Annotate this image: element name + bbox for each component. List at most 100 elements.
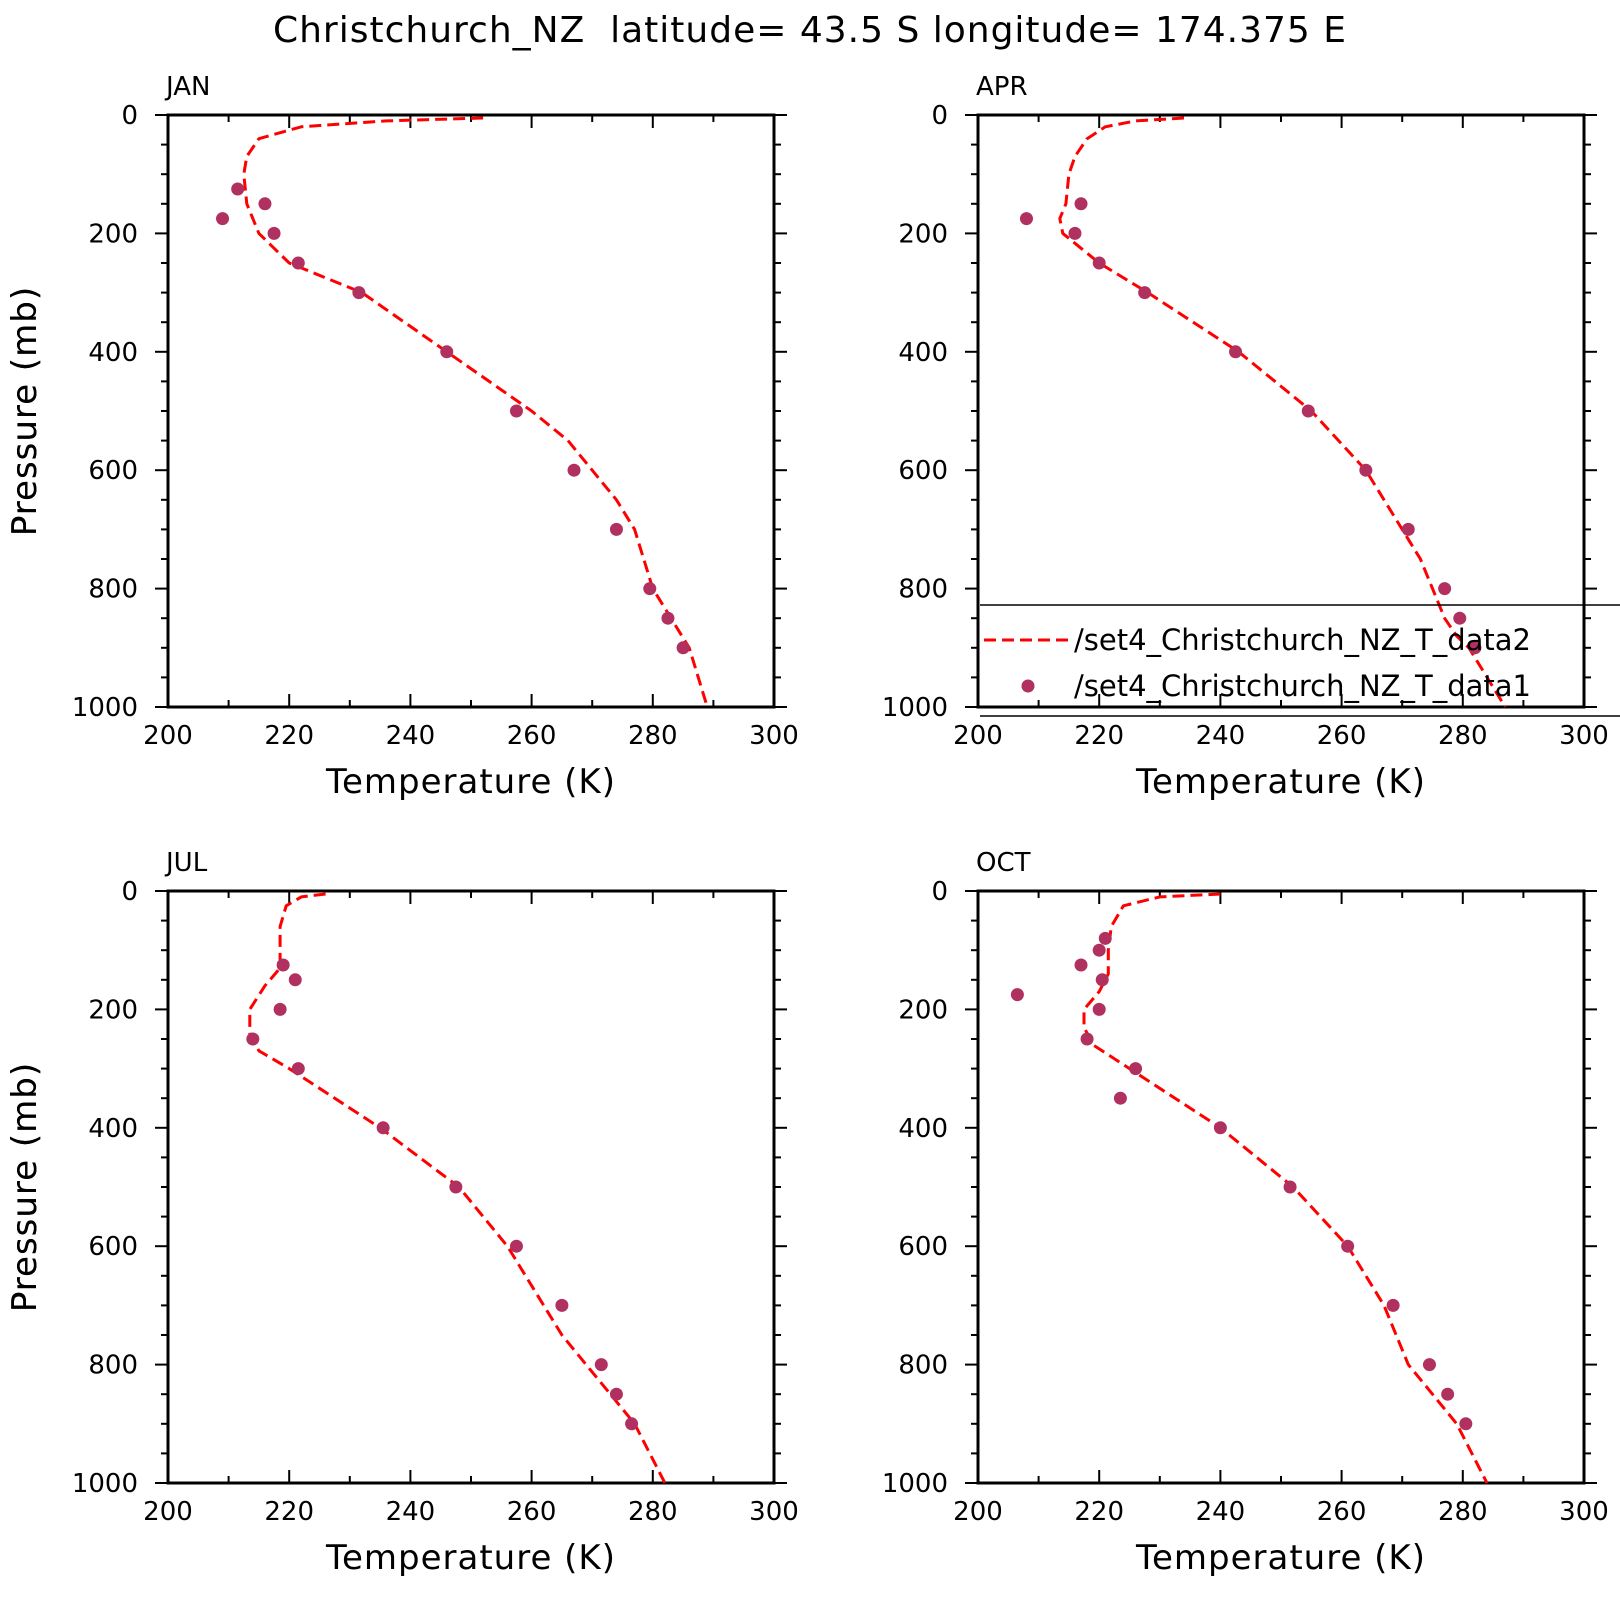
x-tick-label: 280 [628,721,678,751]
data-point-data1 [216,212,230,226]
x-tick-label: 220 [1074,721,1124,751]
y-tick-label: 400 [898,1114,948,1144]
data-point-data1 [1438,582,1452,596]
data-point-data1 [643,582,657,596]
y-tick-label: 0 [121,101,138,131]
data-point-data1 [1068,226,1082,240]
data-point-data1 [1098,931,1112,945]
x-tick-label: 220 [264,1497,314,1527]
x-tick-label: 240 [1196,721,1246,751]
y-tick-label: 600 [898,456,948,486]
data-point-data1 [1138,286,1152,300]
data-point-data1 [258,197,272,211]
x-tick-label: 300 [749,1497,799,1527]
x-tick-label: 200 [143,721,193,751]
x-tick-label: 200 [953,1497,1003,1527]
series-line-data2 [1082,892,1489,1484]
x-tick-label: 240 [386,721,436,751]
panel-label: JUL [164,848,208,878]
data-point-data1 [1453,611,1467,625]
x-axis-label: Temperature (K) [1135,762,1426,802]
x-tick-label: 260 [507,1497,557,1527]
data-point-data1 [1092,256,1106,270]
series-line-data2 [242,116,709,708]
y-tick-label: 400 [88,338,138,368]
legend: /set4_Christchurch_NZ_T_data2 /set4_Chri… [980,604,1620,717]
y-tick-label: 200 [88,219,138,249]
y-tick-label: 200 [88,995,138,1025]
data-point-data1 [1113,1091,1127,1105]
data-point-data1 [1341,1239,1355,1253]
y-tick-label: 0 [121,877,138,907]
y-tick-label: 0 [931,101,948,131]
y-tick-label: 800 [88,575,138,605]
y-tick-label: 400 [88,1114,138,1144]
x-axis-label: Temperature (K) [1135,1538,1426,1578]
data-point-data1 [1283,1180,1297,1194]
y-axis-label: Pressure (mb) [5,1062,45,1312]
y-tick-label: 1000 [882,693,948,723]
data-point-data1 [509,404,523,418]
data-point-data1 [449,1180,463,1194]
y-axis-label: Pressure (mb) [5,1062,45,1312]
y-tick-label: 0 [931,877,948,907]
y-tick-label: 200 [898,995,948,1025]
plot-frame [166,889,776,1485]
data-point-data1 [1459,1417,1473,1431]
data-point-data1 [1019,212,1033,226]
data-point-data1 [267,226,281,240]
data-point-data1 [440,345,454,359]
data-point-data1 [1441,1387,1455,1401]
plot-frame [976,113,1586,709]
x-tick-label: 300 [1559,721,1609,751]
data-point-data1 [609,1387,623,1401]
legend-point-swatch [1021,679,1035,693]
panel-label: JAN [164,72,210,102]
data-point-data1 [1092,943,1106,957]
data-point-data1 [1213,1121,1227,1135]
data-point-data1 [1080,1032,1094,1046]
plot-frame [976,889,1586,1485]
x-tick-label: 240 [386,1497,436,1527]
data-point-data1 [1422,1358,1436,1372]
y-tick-label: 600 [898,1232,948,1262]
data-point-data1 [1092,1002,1106,1016]
y-axis-label: Pressure (mb) [5,286,45,536]
data-point-data1 [1401,522,1415,536]
data-point-data1 [1359,463,1373,477]
panel-label: OCT [976,848,1031,878]
data-point-data1 [246,1032,260,1046]
y-tick-label: 800 [88,1351,138,1381]
y-tick-label: 800 [898,575,948,605]
x-tick-label: 280 [1438,721,1488,751]
panel-jul: JUL 200 220 240 260 280 300 0 200 400 600 800 1000 T… [5,848,799,1578]
x-tick-label: 220 [264,721,314,751]
data-point-data1 [676,641,690,655]
x-tick-label: 300 [1559,1497,1609,1527]
legend-entry-data1: /set4_Christchurch_NZ_T_data1 [1074,669,1531,703]
x-tick-label: 280 [628,1497,678,1527]
data-point-data1 [231,182,245,196]
data-point-data1 [509,1239,523,1253]
data-point-data1 [376,1121,390,1135]
x-tick-label: 240 [1196,1497,1246,1527]
y-tick-label: 400 [898,338,948,368]
x-tick-label: 280 [1438,1497,1488,1527]
data-point-data1 [555,1298,569,1312]
data-point-data1 [1095,973,1109,987]
data-point-data1 [276,958,290,972]
panel-apr: APR 200 220 240 260 280 300 0 200 400 600 800 1000 T… [5,72,1609,802]
data-point-data1 [291,256,305,270]
data-point-data1 [291,1062,305,1076]
series-line-data2 [248,892,667,1484]
legend-entry-data2: /set4_Christchurch_NZ_T_data2 [1074,623,1531,657]
data-point-data1 [1468,641,1482,655]
data-point-data1 [288,973,302,987]
y-tick-label: 200 [898,219,948,249]
x-tick-label: 300 [749,721,799,751]
data-point-data1 [1129,1062,1143,1076]
y-tick-label: 600 [88,1232,138,1262]
x-tick-label: 260 [1317,721,1367,751]
data-point-data1 [1301,404,1315,418]
